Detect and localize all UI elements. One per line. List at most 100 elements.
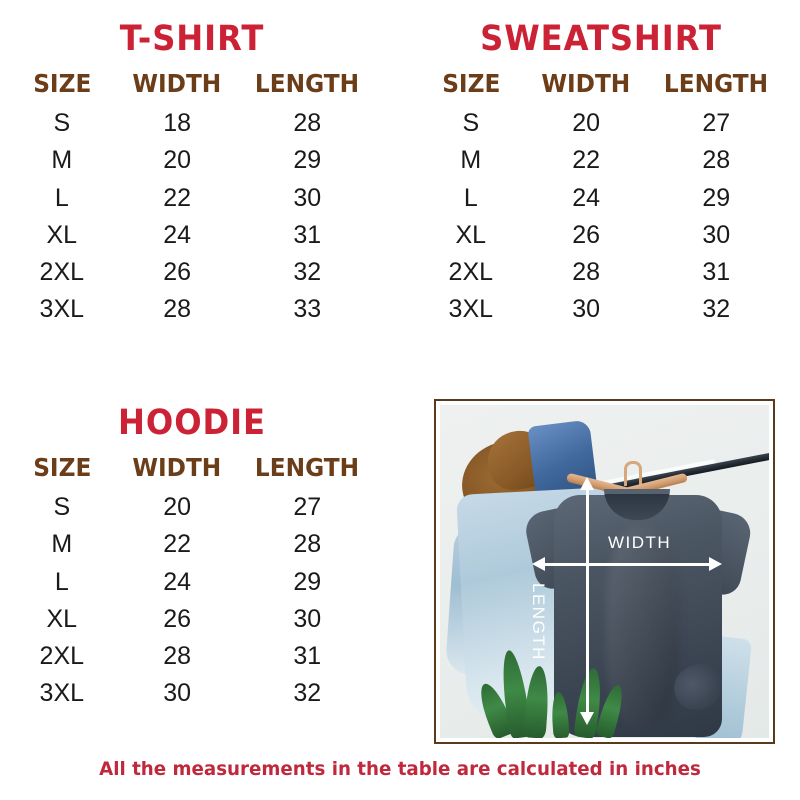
column-header-length: LENGTH <box>255 69 360 98</box>
cell-size: XL <box>455 220 487 249</box>
column-header-size: SIZE <box>441 69 500 98</box>
table-row: 2XL 28 31 <box>6 638 378 675</box>
cell-size: 3XL <box>448 295 494 324</box>
table-header-row: SIZE WIDTH LENGTH <box>415 71 787 105</box>
cell-width: 26 <box>163 604 192 633</box>
cell-width: 28 <box>572 258 601 286</box>
table-hoodie: SIZE WIDTH LENGTH S 20 27 M 22 28 L <box>6 455 378 713</box>
cell-length: 27 <box>293 493 322 521</box>
cell-size: M <box>51 146 73 175</box>
cell-length: 28 <box>702 146 731 175</box>
cell-length: 31 <box>293 642 322 670</box>
measurement-photo-frame: WIDTH LENGTH <box>434 399 775 744</box>
table-row: 3XL 30 32 <box>6 675 378 712</box>
table-row: L 24 29 <box>6 564 378 601</box>
cell-size: 2XL <box>39 258 85 286</box>
cell-width: 24 <box>572 183 601 212</box>
cell-width: 20 <box>163 146 192 175</box>
cell-size: S <box>462 109 480 137</box>
cell-length: 31 <box>702 258 731 286</box>
cell-width: 22 <box>163 183 192 212</box>
table-row: M 22 28 <box>6 526 378 563</box>
table-title-hoodie: HOODIE <box>118 403 266 443</box>
cell-length: 30 <box>293 183 322 212</box>
cell-width: 18 <box>163 109 192 137</box>
cell-size: 3XL <box>39 295 85 324</box>
table-row: 3XL 28 33 <box>6 291 378 328</box>
table-row: S 18 28 <box>6 105 378 142</box>
cell-length: 29 <box>293 567 322 596</box>
cell-length: 31 <box>293 220 322 249</box>
table-row: L 22 30 <box>6 180 378 217</box>
table-row: S 20 27 <box>415 105 787 142</box>
cell-length: 30 <box>293 604 322 633</box>
cell-length: 33 <box>293 295 322 324</box>
cell-length: 32 <box>293 258 322 286</box>
cell-size: XL <box>46 220 78 249</box>
column-header-length: LENGTH <box>255 453 360 482</box>
column-header-width: WIDTH <box>132 69 222 98</box>
cell-length: 29 <box>293 146 322 175</box>
cell-length: 32 <box>702 295 731 324</box>
cell-length: 27 <box>702 109 731 137</box>
column-header-size: SIZE <box>32 69 91 98</box>
size-table-sweatshirt: SWEATSHIRT SIZE WIDTH LENGTH S 20 27 M 2… <box>415 22 787 329</box>
table-row: XL 26 30 <box>6 601 378 638</box>
cell-size: M <box>51 530 73 559</box>
plant-leaf <box>523 665 551 738</box>
width-label: WIDTH <box>608 533 672 552</box>
table-row: XL 26 30 <box>415 217 787 254</box>
table-row: M 22 28 <box>415 142 787 179</box>
cell-size: 2XL <box>448 258 494 286</box>
cell-width: 30 <box>163 679 192 708</box>
table-sweatshirt: SIZE WIDTH LENGTH S 20 27 M 22 28 L <box>415 71 787 329</box>
cell-size: XL <box>46 604 78 633</box>
cell-width: 26 <box>163 258 192 286</box>
cell-width: 28 <box>163 295 192 324</box>
table-title-sweatshirt: SWEATSHIRT <box>480 19 722 59</box>
hanger-icon <box>565 461 689 505</box>
length-label: LENGTH <box>529 583 548 661</box>
footer-note: All the measurements in the table are ca… <box>99 758 701 780</box>
hanger-hook <box>624 461 642 486</box>
table-title-tshirt: T-SHIRT <box>119 19 265 59</box>
cell-length: 30 <box>702 220 731 249</box>
cell-width: 30 <box>572 295 601 324</box>
width-arrow-icon <box>532 557 722 571</box>
table-header-row: SIZE WIDTH LENGTH <box>6 455 378 489</box>
table-row: 2XL 28 31 <box>415 254 787 291</box>
cell-width: 20 <box>163 493 192 521</box>
length-arrow-icon <box>580 477 594 725</box>
measurement-photo: WIDTH LENGTH <box>440 405 769 738</box>
plant-leaf <box>550 691 570 738</box>
cell-width: 22 <box>163 530 192 559</box>
cell-size: S <box>53 109 71 137</box>
cell-size: M <box>460 146 482 175</box>
size-table-hoodie: HOODIE SIZE WIDTH LENGTH S 20 27 M 22 <box>6 406 378 713</box>
column-header-width: WIDTH <box>132 453 222 482</box>
table-row: 3XL 30 32 <box>415 291 787 328</box>
table-tshirt: SIZE WIDTH LENGTH S 18 28 M 20 29 L <box>6 71 378 329</box>
cell-size: L <box>54 567 69 596</box>
cell-width: 24 <box>163 567 192 596</box>
table-row: M 20 29 <box>6 142 378 179</box>
cell-width: 28 <box>163 642 192 670</box>
size-table-tshirt: T-SHIRT SIZE WIDTH LENGTH S 18 28 M 20 <box>6 22 378 329</box>
plant-icon <box>474 628 632 738</box>
cell-width: 22 <box>572 146 601 175</box>
table-row: XL 24 31 <box>6 217 378 254</box>
cell-width: 24 <box>163 220 192 249</box>
cell-width: 26 <box>572 220 601 249</box>
tshirt-graphic <box>522 487 754 738</box>
column-header-size: SIZE <box>32 453 91 482</box>
cell-length: 28 <box>293 109 322 137</box>
column-header-length: LENGTH <box>664 69 769 98</box>
cell-width: 20 <box>572 109 601 137</box>
table-row: L 24 29 <box>415 180 787 217</box>
cell-length: 28 <box>293 530 322 559</box>
cell-size: S <box>53 493 71 521</box>
table-row: S 20 27 <box>6 489 378 526</box>
cell-size: 2XL <box>39 642 85 670</box>
table-header-row: SIZE WIDTH LENGTH <box>6 71 378 105</box>
